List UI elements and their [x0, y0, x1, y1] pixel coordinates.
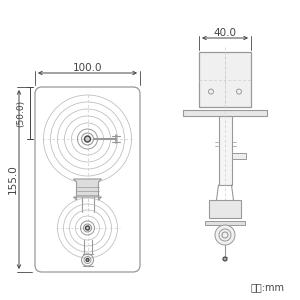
Circle shape [86, 259, 89, 262]
Circle shape [85, 136, 91, 142]
Bar [232, 153, 245, 159]
Bar [209, 200, 241, 218]
Polygon shape [74, 179, 101, 200]
Text: 40.0: 40.0 [214, 28, 236, 38]
Text: (50.0): (50.0) [16, 99, 25, 127]
Bar [199, 52, 251, 107]
Text: 単位:mm: 単位:mm [251, 282, 285, 292]
Text: 100.0: 100.0 [73, 63, 102, 73]
Bar [218, 116, 232, 185]
Bar [183, 110, 267, 116]
Text: 155.0: 155.0 [8, 165, 18, 194]
Bar [205, 221, 245, 225]
Circle shape [85, 226, 89, 230]
Circle shape [223, 257, 227, 261]
Circle shape [215, 225, 235, 245]
FancyBboxPatch shape [35, 87, 140, 272]
